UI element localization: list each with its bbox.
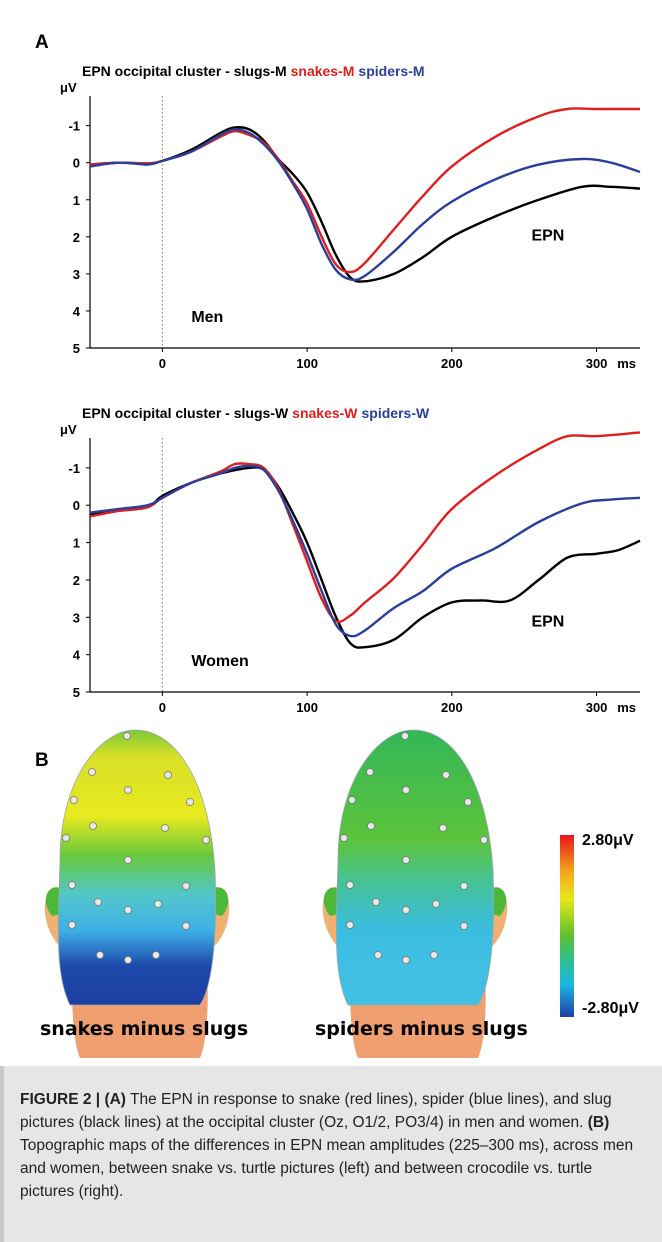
electrodes-right: [340, 732, 488, 964]
y-tick-label: -1: [68, 119, 80, 134]
caption-fig-label: FIGURE 2 |: [20, 1091, 105, 1108]
chart-women: EPN occipital cluster - slugs-W snakes-W s…: [60, 405, 641, 715]
panel-label-a: A: [35, 32, 49, 53]
series-line-spiders-M: [89, 128, 641, 282]
x-tick-label: 200: [441, 700, 463, 715]
colorbar-max-label: 2.80μV: [582, 832, 634, 849]
y-tick-label: 1: [73, 536, 80, 551]
title-snakes: snakes-M: [291, 63, 355, 79]
series-line-snakes-M: [89, 107, 640, 274]
topomap-right-label: spiders minus slugs: [315, 1018, 528, 1040]
chart-men: EPN occipital cluster - slugs-M snakes-M s…: [60, 63, 641, 371]
x-unit-label: ms: [617, 356, 636, 371]
y-tick-label: 2: [73, 230, 80, 245]
x-tick-label: 100: [296, 700, 318, 715]
ear-green-l: [323, 887, 340, 916]
figure-canvas: A EPN occipital cluster - slugs-M snakes-…: [35, 32, 641, 1058]
annotation-epn: EPN: [531, 228, 564, 245]
y-tick-label: 3: [73, 610, 80, 625]
series-line-spiders-W: [89, 464, 641, 638]
y-tick-label: 1: [73, 193, 80, 208]
y-tick-label: 4: [73, 304, 81, 319]
chart-title: EPN occipital cluster - slugs-M snakes-M s…: [82, 63, 425, 79]
title-snakes: snakes-W: [292, 405, 358, 421]
annotation-women: Women: [191, 653, 248, 670]
chart-title: EPN occipital cluster - slugs-W snakes-W s…: [82, 405, 430, 421]
y-tick-label: 0: [73, 498, 80, 513]
annotation-epn: EPN: [531, 614, 564, 631]
topomap-left: [44, 729, 230, 1058]
caption-a-label: (A): [104, 1091, 126, 1108]
y-axis-label: μV: [60, 422, 77, 437]
x-tick-label: 100: [296, 356, 318, 371]
title-slugs: EPN occipital cluster - slugs-M: [82, 63, 287, 79]
y-tick-label: 2: [73, 573, 80, 588]
ear-green-right: [212, 887, 229, 916]
colorbar: [560, 835, 574, 1017]
y-tick-label: 5: [73, 341, 80, 356]
ear-green-r: [490, 887, 507, 916]
y-tick-label: 4: [73, 648, 81, 663]
caption-box: FIGURE 2 | (A) The EPN in response to sn…: [0, 1066, 662, 1242]
series-line-snakes-W: [89, 431, 641, 623]
topomap-right: [322, 729, 508, 1058]
figure-caption: FIGURE 2 | (A) The EPN in response to sn…: [20, 1088, 638, 1203]
x-tick-label: 300: [586, 356, 608, 371]
panel-label-b: B: [35, 750, 49, 771]
y-axis-label: μV: [60, 80, 77, 95]
caption-b-text: Topographic maps of the differences in E…: [20, 1137, 634, 1200]
title-spiders: spiders-M: [358, 63, 424, 79]
y-tick-label: 3: [73, 267, 80, 282]
x-tick-label: 300: [586, 700, 608, 715]
x-tick-label: 0: [159, 700, 166, 715]
title-slugs: EPN occipital cluster - slugs-W: [82, 405, 289, 421]
caption-a-text: The EPN in response to snake (red lines)…: [20, 1091, 612, 1131]
colorbar-min-label: -2.80μV: [582, 1000, 639, 1017]
electrodes-left: [62, 732, 210, 964]
topomap-left-label: snakes minus slugs: [40, 1018, 248, 1040]
y-tick-label: 0: [73, 156, 80, 171]
x-tick-label: 200: [441, 356, 463, 371]
title-spiders: spiders-W: [362, 405, 430, 421]
head-outline-left: [57, 729, 217, 1006]
x-tick-label: 0: [159, 356, 166, 371]
series-line-slugs-M: [89, 126, 641, 283]
y-tick-label: 5: [73, 685, 80, 700]
x-unit-label: ms: [617, 700, 636, 715]
head-outline-right: [335, 729, 495, 1006]
ear-green-left: [45, 887, 62, 916]
caption-b-label: (B): [587, 1114, 610, 1131]
annotation-men: Men: [191, 309, 223, 326]
y-tick-label: -1: [68, 461, 80, 476]
